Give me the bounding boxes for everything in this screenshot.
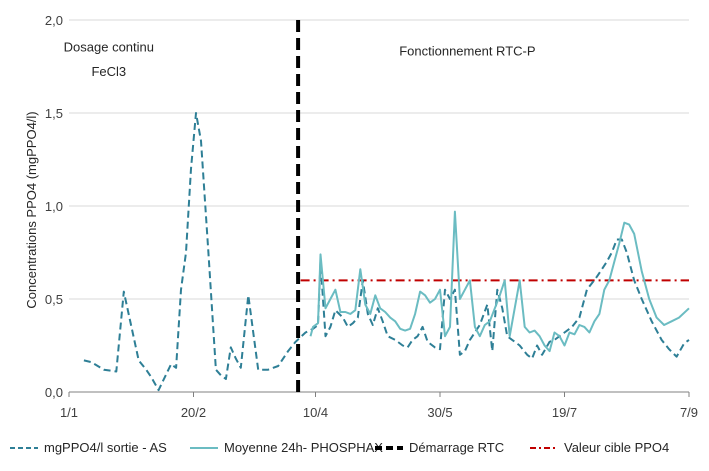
annotations: Dosage continu FeCl3 Fonctionnement RTC-P <box>64 40 536 79</box>
legend-label: mgPPO4/l sortie - AS <box>44 440 167 455</box>
legend-item: Moyenne 24h- PHOSPHAX <box>190 440 383 455</box>
x-tick-label: 7/9 <box>680 405 698 420</box>
legend-label: Valeur cible PPO4 <box>564 440 669 455</box>
legend-label: Moyenne 24h- PHOSPHAX <box>224 440 383 455</box>
gridlines <box>69 19 689 300</box>
legend-item: Démarrage RTC <box>375 440 504 455</box>
annotation-text: Dosage continu <box>64 40 154 55</box>
series-line-1 <box>309 210 690 353</box>
y-tick-label: 1,5 <box>45 106 63 121</box>
legend-label: Démarrage RTC <box>409 440 504 455</box>
x-tick-label: 30/5 <box>427 405 452 420</box>
x-tick-labels: 1/1 20/2 10/4 30/5 19/7 7/9 <box>60 405 698 420</box>
legend-item: mgPPO4/l sortie - AS <box>10 440 167 455</box>
legend-item: Valeur cible PPO4 <box>530 440 669 455</box>
legend: mgPPO4/l sortie - AS Moyenne 24h- PHOSPHA… <box>10 440 669 455</box>
annotation-text: FeCl3 <box>91 64 126 79</box>
y-tick-label: 0,5 <box>45 292 63 307</box>
y-tick-label: 2,0 <box>45 13 63 28</box>
x-tick-label: 1/1 <box>60 405 78 420</box>
y-axis-label: Concentrations PPO4 (mgPPO4/l) <box>24 111 39 308</box>
annotation-text: Fonctionnement RTC-P <box>399 43 535 58</box>
series-line-0 <box>83 112 690 392</box>
y-tick-label: 1,0 <box>45 199 63 214</box>
x-tick-label: 10/4 <box>303 405 328 420</box>
y-tick-labels: 0,0 0,5 1,0 1,5 2,0 <box>45 13 63 400</box>
x-tick-label: 20/2 <box>181 405 206 420</box>
y-tick-label: 0,0 <box>45 385 63 400</box>
x-tick-label: 19/7 <box>552 405 577 420</box>
axes <box>68 391 690 397</box>
series-lines <box>83 20 690 392</box>
